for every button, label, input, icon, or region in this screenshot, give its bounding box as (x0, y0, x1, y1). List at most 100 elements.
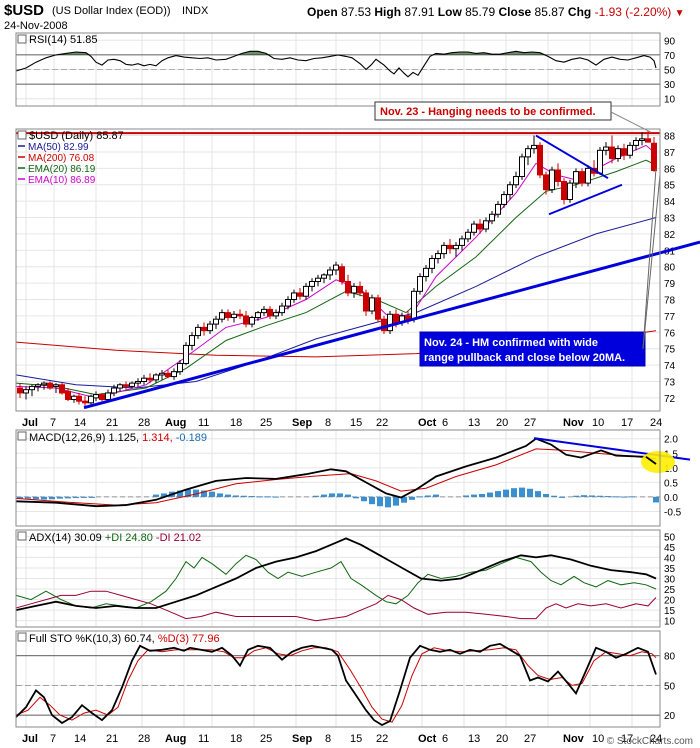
x-tick-label-bottom: 6 (442, 733, 448, 745)
macd-hist-bar (345, 494, 351, 497)
candle-body (495, 203, 501, 215)
macd-signal-value: 1.314, (142, 432, 176, 444)
macd-panel: 2.0 1.5 1.0 0.5 0.0 -0.5 MACD(12,26,9) 1.125, … (15, 429, 691, 527)
rsi-tick-label: 50 (664, 66, 676, 77)
macd-tick-label: 2.0 (664, 435, 678, 446)
candle-body (141, 377, 147, 382)
macd-hist-bar (25, 496, 31, 499)
macd-hist-bar (495, 491, 501, 497)
x-tick-label: Jul (22, 417, 38, 429)
x-tick-label: 24 (650, 417, 662, 429)
macd-hist-bar (241, 495, 247, 497)
candle-body (291, 292, 297, 301)
x-tick-label-bottom: 17 (621, 733, 633, 745)
x-tick-label: 27 (524, 417, 536, 429)
annotation-bottom-pointer-2 (642, 174, 661, 350)
candle-body (543, 174, 549, 191)
sto-panel: 80 50 20 Full STO %K(10,3) 60.74, %D(3) 77.… (15, 630, 676, 728)
adx-tick-label: 50 (664, 532, 676, 543)
candle-body (615, 148, 621, 160)
candle-body (621, 148, 627, 156)
candle-body (159, 372, 165, 376)
macd-hist-bar (605, 496, 611, 498)
macd-hist-bar (471, 494, 477, 497)
uptrend-line (83, 240, 700, 410)
candle-body (537, 144, 543, 176)
candle-body (477, 223, 483, 230)
macd-hist-bar (337, 493, 343, 497)
macd-hist-bar (597, 495, 603, 497)
candle-body (423, 267, 429, 278)
x-tick-label: 25 (260, 417, 272, 429)
candle-body (207, 323, 213, 332)
candle-body (315, 277, 321, 282)
x-tick-label-bottom: 24 (650, 733, 662, 745)
macd-hist-bar (369, 496, 375, 505)
candle-body (429, 258, 435, 269)
candle-body (375, 297, 381, 320)
macd-hist-bar (543, 494, 549, 497)
candle-body (279, 305, 285, 314)
macd-hist-bar (653, 496, 659, 503)
candle-body (633, 139, 639, 146)
rsi-tick-label: 90 (664, 36, 676, 47)
candle-body (459, 238, 465, 246)
candle-body (285, 299, 291, 307)
candle-body (579, 171, 585, 184)
rsi-panel: 90 70 50 30 10 RSI(14) 51.85 (15, 32, 676, 107)
macd-hist-bar (519, 487, 525, 497)
sto-d-value: %D(3) 77.96 (158, 633, 220, 645)
adx-frame (15, 529, 661, 628)
x-tick-label: 15 (350, 417, 362, 429)
price-frame (15, 128, 661, 412)
macd-hist-bar (377, 496, 383, 507)
price-tick-label: 85 (664, 181, 676, 192)
candle-body (82, 400, 88, 404)
macd-tick-label: 0.0 (664, 493, 678, 504)
candle-body (129, 382, 135, 387)
adx-minus-di-line (15, 590, 657, 622)
candle-body (249, 317, 255, 325)
price-title: $USD (Daily) 85.87 (29, 130, 124, 142)
candle-body (41, 382, 47, 386)
annotation-bottom-pointer (642, 168, 657, 350)
macd-hist-bar (49, 496, 55, 500)
macd-hist-bar (573, 495, 579, 497)
candle-body (47, 382, 53, 389)
price-tick-label: 87 (664, 148, 676, 159)
macd-signal-line (15, 448, 657, 506)
candle-body (489, 213, 495, 222)
macd-hist-bar (385, 496, 391, 508)
candle-body (231, 313, 237, 319)
x-axis: Jul Jul 7 7 14 14 21 21 28 28 Aug Aug 11 11 18 18 25 25 Se… (22, 417, 662, 745)
macd-tick-label: 0.5 (664, 478, 678, 489)
candle-body (357, 285, 363, 294)
ema10-line (15, 144, 657, 399)
price-tick-label: 86 (664, 164, 676, 175)
x-tick-label-bottom: 8 (325, 733, 331, 745)
candle-body (585, 167, 591, 184)
macd-hist-bar (177, 490, 183, 497)
candle-body (123, 384, 129, 387)
candle-body (531, 144, 537, 150)
legend-entry: MA(200) 76.08 (28, 153, 95, 164)
price-tick-label: 88 (664, 132, 676, 143)
candle-body (351, 285, 357, 294)
macd-hist-bar (89, 496, 95, 498)
macd-tick-label: 1.5 (664, 449, 678, 460)
macd-frame (15, 429, 661, 527)
rsi-tick-label: 70 (664, 51, 676, 62)
x-tick-label-bottom: 25 (260, 733, 272, 745)
candle-body (177, 362, 183, 373)
candle-body (471, 223, 477, 233)
candle-body (88, 395, 94, 404)
macd-hist-bar (479, 494, 485, 497)
candle-body (111, 387, 117, 394)
price-tick-label: 80 (664, 263, 676, 274)
x-tick-label: Sep (292, 417, 312, 429)
chart-header: $USD (US Dollar Index (EOD)) INDX 24-Nov… (4, 2, 694, 34)
candle-body (483, 220, 489, 230)
dropdown-arrow-icon[interactable]: ▼ (674, 8, 685, 19)
candle-body (105, 392, 111, 401)
